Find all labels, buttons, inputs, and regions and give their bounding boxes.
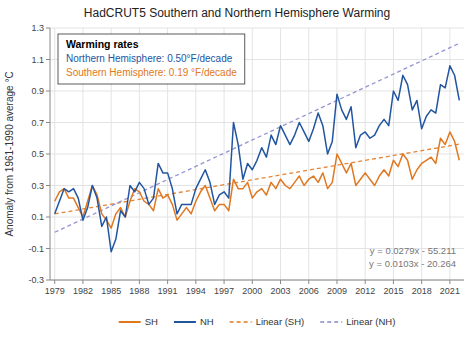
x-tick: [54, 280, 55, 284]
box-text: Southern Hemisphere: 0.19 °F/decade: [66, 67, 237, 78]
x-grid-line: [393, 28, 394, 280]
x-tick-label: 2012: [355, 286, 375, 296]
y-tick: [46, 280, 50, 281]
legend: SH NH Linear (SH) Linear (NH): [119, 316, 396, 327]
y-grid-line: [50, 28, 464, 29]
x-tick: [167, 280, 168, 284]
grid: [50, 28, 464, 280]
y-axis-line: [50, 28, 51, 280]
plot-area: [50, 28, 464, 280]
legend-label: SH: [145, 316, 158, 327]
trend-line: [55, 144, 460, 214]
box-title: Warming rates: [66, 38, 139, 50]
y-grid-line: [50, 185, 464, 186]
x-tick-label: 1991: [158, 286, 178, 296]
annotation-box: [58, 34, 245, 84]
x-tick: [308, 280, 309, 284]
x-tick: [336, 280, 337, 284]
x-tick-label: 2000: [242, 286, 262, 296]
x-tick-label: 1985: [101, 286, 121, 296]
x-tick-label: 2003: [271, 286, 291, 296]
y-tick-label: 0.7: [31, 118, 44, 128]
y-tick: [46, 154, 50, 155]
x-tick-label: 2009: [327, 286, 347, 296]
x-tick: [224, 280, 225, 284]
x-grid-line: [280, 28, 281, 280]
legend-label: NH: [200, 316, 214, 327]
equation-annotation: y = 0.0103x - 20.264: [369, 258, 456, 269]
trend-line: [55, 43, 460, 232]
warming-rates-box: Warming rates Northern Hemisphere: 0.50°F…: [58, 34, 245, 84]
box-text: Northern Hemisphere: 0.50°F/decade: [66, 53, 233, 64]
x-tick-label: 1994: [186, 286, 206, 296]
x-tick: [82, 280, 83, 284]
y-tick-label: 0.3: [31, 181, 44, 191]
x-tick-label: 1979: [45, 286, 65, 296]
legend-label: Linear (SH): [256, 316, 305, 327]
y-tick-label: 1.3: [31, 23, 44, 33]
x-grid-line: [54, 28, 55, 280]
legend-swatch: [320, 321, 342, 322]
title: HadCRUT5 Southern and Northern Hemispher…: [84, 6, 390, 20]
legend-swatch: [174, 321, 196, 323]
x-tick: [252, 280, 253, 284]
equation-annotation: y = 0.0279x - 55.211: [370, 245, 456, 256]
y-tick-label: 1.1: [31, 55, 44, 65]
x-grid-line: [252, 28, 253, 280]
x-grid-line: [365, 28, 366, 280]
y-tick: [46, 59, 50, 60]
x-tick-label: 1988: [129, 286, 149, 296]
x-tick: [449, 280, 450, 284]
x-tick: [421, 280, 422, 284]
y-grid-line: [50, 280, 464, 281]
y-tick: [46, 217, 50, 218]
x-tick-label: 1982: [73, 286, 93, 296]
y-tick: [46, 91, 50, 92]
x-tick: [280, 280, 281, 284]
y-grid-line: [50, 91, 464, 92]
x-tick: [393, 280, 394, 284]
x-tick-label: 2018: [412, 286, 432, 296]
y-tick-label: 0.5: [31, 149, 44, 159]
x-tick: [111, 280, 112, 284]
y-grid-line: [50, 122, 464, 123]
legend-swatch: [230, 321, 252, 322]
series-group: [55, 43, 460, 251]
y-tick-label: -0.3: [28, 275, 44, 285]
y-grid-line: [50, 217, 464, 218]
x-tick-label: 2021: [440, 286, 460, 296]
x-axis-line: [50, 280, 464, 281]
x-tick: [365, 280, 366, 284]
y-tick: [46, 28, 50, 29]
series-line: [55, 132, 460, 228]
x-grid-line: [421, 28, 422, 280]
x-tick-label: 2015: [383, 286, 403, 296]
y-axis-label: Anomaly from 1961-1990 average °C: [4, 71, 15, 236]
x-grid-line: [308, 28, 309, 280]
y-tick: [46, 185, 50, 186]
x-tick-label: 2006: [299, 286, 319, 296]
y-tick-label: 0.1: [31, 212, 44, 222]
y-tick-label: 0.9: [31, 86, 44, 96]
series-line: [55, 66, 460, 252]
y-tick-label: -0.1: [28, 244, 44, 254]
chart: -0.3 -0.1 0.1 0.3 0.5 0.7 0.9 1.1 1.3 1979 1982 198…: [0, 0, 474, 337]
x-tick-label: 1997: [214, 286, 234, 296]
legend-label: Linear (NH): [346, 316, 395, 327]
y-tick: [46, 248, 50, 249]
x-tick: [195, 280, 196, 284]
legend-swatch: [119, 321, 141, 323]
y-tick: [46, 122, 50, 123]
x-tick: [139, 280, 140, 284]
